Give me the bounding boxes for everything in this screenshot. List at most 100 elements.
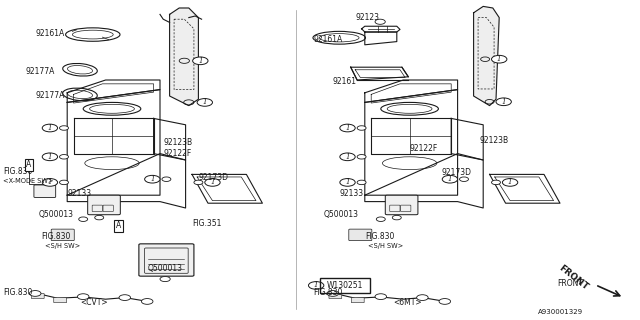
FancyBboxPatch shape bbox=[51, 229, 74, 241]
Circle shape bbox=[194, 180, 203, 185]
FancyBboxPatch shape bbox=[54, 298, 67, 303]
Text: 1: 1 bbox=[345, 153, 350, 161]
Circle shape bbox=[95, 215, 104, 220]
Text: 92123: 92123 bbox=[355, 13, 380, 22]
Text: <X-MODE SW>: <X-MODE SW> bbox=[3, 178, 54, 184]
Text: <CVT>: <CVT> bbox=[80, 298, 108, 307]
Circle shape bbox=[162, 177, 171, 181]
FancyBboxPatch shape bbox=[329, 293, 342, 299]
Circle shape bbox=[340, 179, 355, 186]
Circle shape bbox=[141, 299, 153, 304]
Text: <6MT>: <6MT> bbox=[394, 298, 422, 307]
Circle shape bbox=[375, 19, 385, 24]
Text: W130251: W130251 bbox=[327, 281, 363, 290]
Circle shape bbox=[442, 175, 458, 183]
Text: 92177A: 92177A bbox=[26, 68, 55, 76]
Circle shape bbox=[376, 217, 385, 221]
Circle shape bbox=[160, 276, 170, 282]
Circle shape bbox=[60, 155, 68, 159]
Text: 92173D: 92173D bbox=[442, 168, 472, 177]
Circle shape bbox=[205, 179, 220, 186]
Circle shape bbox=[357, 180, 366, 185]
Text: 1: 1 bbox=[47, 179, 52, 186]
Circle shape bbox=[60, 180, 68, 185]
Text: 92133: 92133 bbox=[339, 189, 364, 198]
Text: A: A bbox=[26, 160, 31, 169]
Text: 92122F: 92122F bbox=[163, 149, 191, 158]
Circle shape bbox=[392, 215, 401, 220]
Text: 92177A: 92177A bbox=[35, 92, 65, 100]
Text: FIG.830: FIG.830 bbox=[3, 288, 33, 297]
FancyBboxPatch shape bbox=[349, 229, 372, 241]
Polygon shape bbox=[474, 6, 499, 106]
Text: <S/H SW>: <S/H SW> bbox=[45, 243, 80, 249]
Circle shape bbox=[29, 291, 41, 296]
Polygon shape bbox=[170, 8, 198, 106]
Text: 92173D: 92173D bbox=[198, 173, 228, 182]
Circle shape bbox=[145, 175, 160, 183]
Text: FIG.830: FIG.830 bbox=[365, 232, 394, 241]
Text: 92161A: 92161A bbox=[35, 29, 65, 38]
Text: FIG.351: FIG.351 bbox=[192, 220, 221, 228]
Circle shape bbox=[119, 295, 131, 300]
Text: 92161A: 92161A bbox=[314, 36, 343, 44]
Text: 1: 1 bbox=[497, 55, 502, 63]
Text: A930001329: A930001329 bbox=[538, 309, 583, 315]
Circle shape bbox=[60, 126, 68, 130]
Text: FIG.830: FIG.830 bbox=[42, 232, 71, 241]
Circle shape bbox=[375, 294, 387, 300]
Circle shape bbox=[496, 98, 511, 106]
Text: FIG.830: FIG.830 bbox=[314, 288, 343, 297]
Text: 92122F: 92122F bbox=[410, 144, 438, 153]
Text: A: A bbox=[116, 221, 121, 230]
Circle shape bbox=[492, 180, 500, 185]
Circle shape bbox=[327, 291, 339, 296]
Text: 1: 1 bbox=[47, 124, 52, 132]
Text: 92123B: 92123B bbox=[163, 138, 193, 147]
Text: 1: 1 bbox=[501, 98, 506, 106]
Circle shape bbox=[492, 55, 507, 63]
Circle shape bbox=[42, 179, 58, 186]
Text: 1: 1 bbox=[198, 57, 203, 65]
Circle shape bbox=[42, 124, 58, 132]
Text: 92123B: 92123B bbox=[480, 136, 509, 145]
Text: 1: 1 bbox=[314, 282, 319, 289]
Text: FRONT: FRONT bbox=[557, 279, 583, 288]
Text: Q500013: Q500013 bbox=[38, 210, 74, 219]
Circle shape bbox=[340, 153, 355, 161]
FancyBboxPatch shape bbox=[31, 293, 44, 299]
Text: 92133: 92133 bbox=[67, 189, 92, 198]
FancyBboxPatch shape bbox=[351, 298, 364, 303]
Text: 1: 1 bbox=[447, 175, 452, 183]
Circle shape bbox=[79, 217, 88, 221]
FancyBboxPatch shape bbox=[34, 185, 56, 197]
FancyBboxPatch shape bbox=[139, 244, 194, 276]
Circle shape bbox=[357, 126, 366, 130]
Text: 1: 1 bbox=[345, 124, 350, 132]
Text: <S/H SW>: <S/H SW> bbox=[368, 243, 403, 249]
Text: 1: 1 bbox=[47, 153, 52, 161]
Text: FIG.830: FIG.830 bbox=[3, 167, 33, 176]
Circle shape bbox=[340, 124, 355, 132]
Circle shape bbox=[197, 99, 212, 106]
Circle shape bbox=[502, 179, 518, 186]
Circle shape bbox=[308, 282, 324, 289]
Circle shape bbox=[193, 57, 208, 65]
FancyBboxPatch shape bbox=[385, 195, 418, 215]
Text: FRONT: FRONT bbox=[557, 264, 590, 292]
Circle shape bbox=[460, 177, 468, 181]
Circle shape bbox=[357, 155, 366, 159]
Text: Q500013: Q500013 bbox=[147, 264, 182, 273]
Text: 1: 1 bbox=[345, 179, 350, 186]
Text: 92161: 92161 bbox=[333, 77, 357, 86]
FancyBboxPatch shape bbox=[88, 195, 120, 215]
Circle shape bbox=[77, 294, 89, 300]
Text: Q500013: Q500013 bbox=[323, 210, 358, 219]
Circle shape bbox=[42, 153, 58, 161]
Text: 1: 1 bbox=[202, 98, 207, 106]
Text: 1: 1 bbox=[210, 179, 215, 186]
Text: 1: 1 bbox=[508, 179, 513, 186]
Circle shape bbox=[439, 299, 451, 304]
Circle shape bbox=[417, 295, 428, 300]
Text: 1: 1 bbox=[150, 175, 155, 183]
